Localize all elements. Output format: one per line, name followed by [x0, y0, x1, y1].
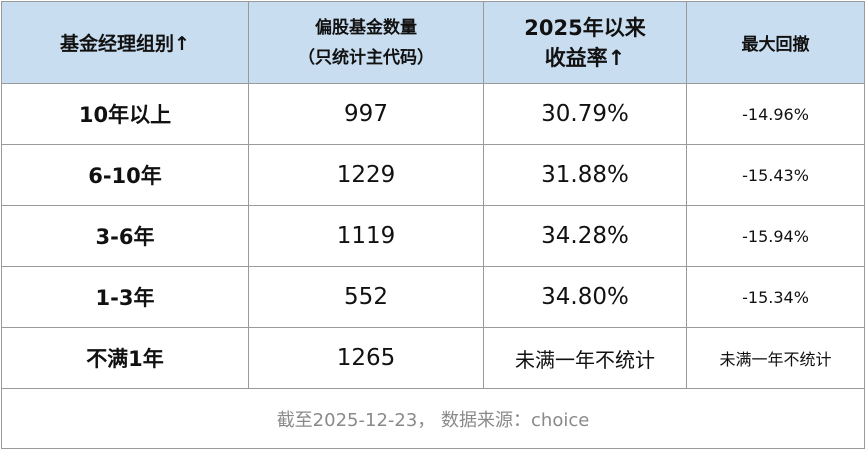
table-cell: 1265	[248, 327, 484, 389]
header-text: 基金经理组别↑	[60, 33, 190, 55]
footer-note: 截至2025-12-23， 数据来源：choice	[1, 388, 865, 449]
table-cell: 1119	[248, 205, 484, 267]
footer-row: 截至2025-12-23， 数据来源：choice	[1, 388, 865, 449]
table-body: 10年以上 997 30.79% -14.96% 6-10年 1229 31.88% -15.…	[1, 83, 865, 389]
table-row: 不满1年 1265 未满一年不统计 未满一年不统计	[1, 327, 865, 389]
table-cell: 30.79%	[483, 83, 687, 145]
header-cell: 2025年以来 收益率↑	[483, 1, 687, 84]
table-cell: 31.88%	[483, 144, 687, 206]
header-cell: 基金经理组别↑	[1, 1, 249, 84]
table-cell: 552	[248, 266, 484, 328]
table-cell: -15.94%	[686, 205, 865, 267]
header-row: 基金经理组别↑ 偏股基金数量 （只统计主代码） 2025年以来 收益率↑ 最大回撤	[1, 1, 865, 84]
table-cell: 3-6年	[1, 205, 249, 267]
table-cell: 未满一年不统计	[686, 327, 865, 389]
table-row: 1-3年 552 34.80% -15.34%	[1, 266, 865, 328]
table-cell: 34.80%	[483, 266, 687, 328]
table-cell: 6-10年	[1, 144, 249, 206]
table-cell: 1-3年	[1, 266, 249, 328]
header-text: 收益率↑	[544, 45, 626, 70]
table-cell: -15.34%	[686, 266, 865, 328]
header-text: （只统计主代码）	[298, 47, 434, 68]
header-text: 最大回撤	[741, 35, 810, 55]
header-text: 偏股基金数量	[315, 17, 417, 38]
header-text: 2025年以来	[524, 15, 646, 40]
table-cell: 未满一年不统计	[483, 327, 687, 389]
header-cell: 最大回撤	[686, 1, 865, 84]
table-row: 3-6年 1119 34.28% -15.94%	[1, 205, 865, 267]
table-cell: 997	[248, 83, 484, 145]
table-row: 10年以上 997 30.79% -14.96%	[1, 83, 865, 145]
table-cell: 34.28%	[483, 205, 687, 267]
table-row: 6-10年 1229 31.88% -15.43%	[1, 144, 865, 206]
table-cell: 10年以上	[1, 83, 249, 145]
table-cell: -15.43%	[686, 144, 865, 206]
table-cell: -14.96%	[686, 83, 865, 145]
table-cell: 1229	[248, 144, 484, 206]
table-cell: 不满1年	[1, 327, 249, 389]
header-cell: 偏股基金数量 （只统计主代码）	[248, 1, 484, 84]
